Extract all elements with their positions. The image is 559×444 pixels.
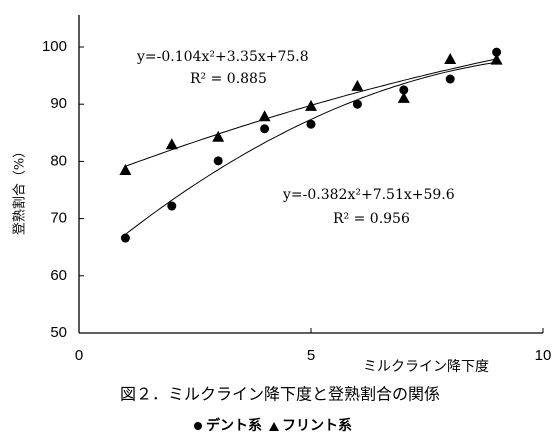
point [492,47,502,57]
y-tick-label: 90 [50,95,67,112]
y-tick-label: 60 [50,267,67,284]
y-tick-label: 100 [42,38,67,55]
trend-line [125,58,497,167]
point [213,156,223,166]
point [167,201,177,211]
x-tick-label: 10 [535,347,552,364]
point [260,124,270,134]
equation: y=-0.382x²+7.51x+59.6 [282,187,455,203]
equation: y=-0.104x²+3.35x+75.8 [136,49,309,65]
x-tick-label: 0 [75,347,83,364]
point [212,130,225,142]
point [399,85,409,95]
point [119,163,132,175]
point [397,91,410,103]
point [165,138,178,150]
legend-marker [194,422,202,430]
point [445,74,455,84]
point [258,110,271,122]
point [351,79,364,91]
caption: 図２．ミルクライン降下度と登熟割合の関係 [120,385,440,404]
point [352,99,362,109]
legend-label: デント系 [206,417,262,434]
r-squared: R² = 0.885 [190,71,267,87]
point [306,119,316,129]
legend-marker [269,422,279,431]
point [490,53,503,65]
point [444,53,457,65]
point [305,99,317,111]
y-tick-label: 50 [50,324,67,341]
x-tick-label: 5 [307,347,315,364]
y-axis-label: 登熟割合（%） [12,145,28,235]
y-tick-label: 70 [50,210,67,227]
y-tick-label: 80 [50,152,67,169]
point [120,233,130,243]
r-squared: R² = 0.956 [333,211,410,227]
legend-label: フリント系 [282,417,352,434]
trend-line [125,61,497,235]
x-axis-label: ミルクライン降下度 [363,359,489,375]
